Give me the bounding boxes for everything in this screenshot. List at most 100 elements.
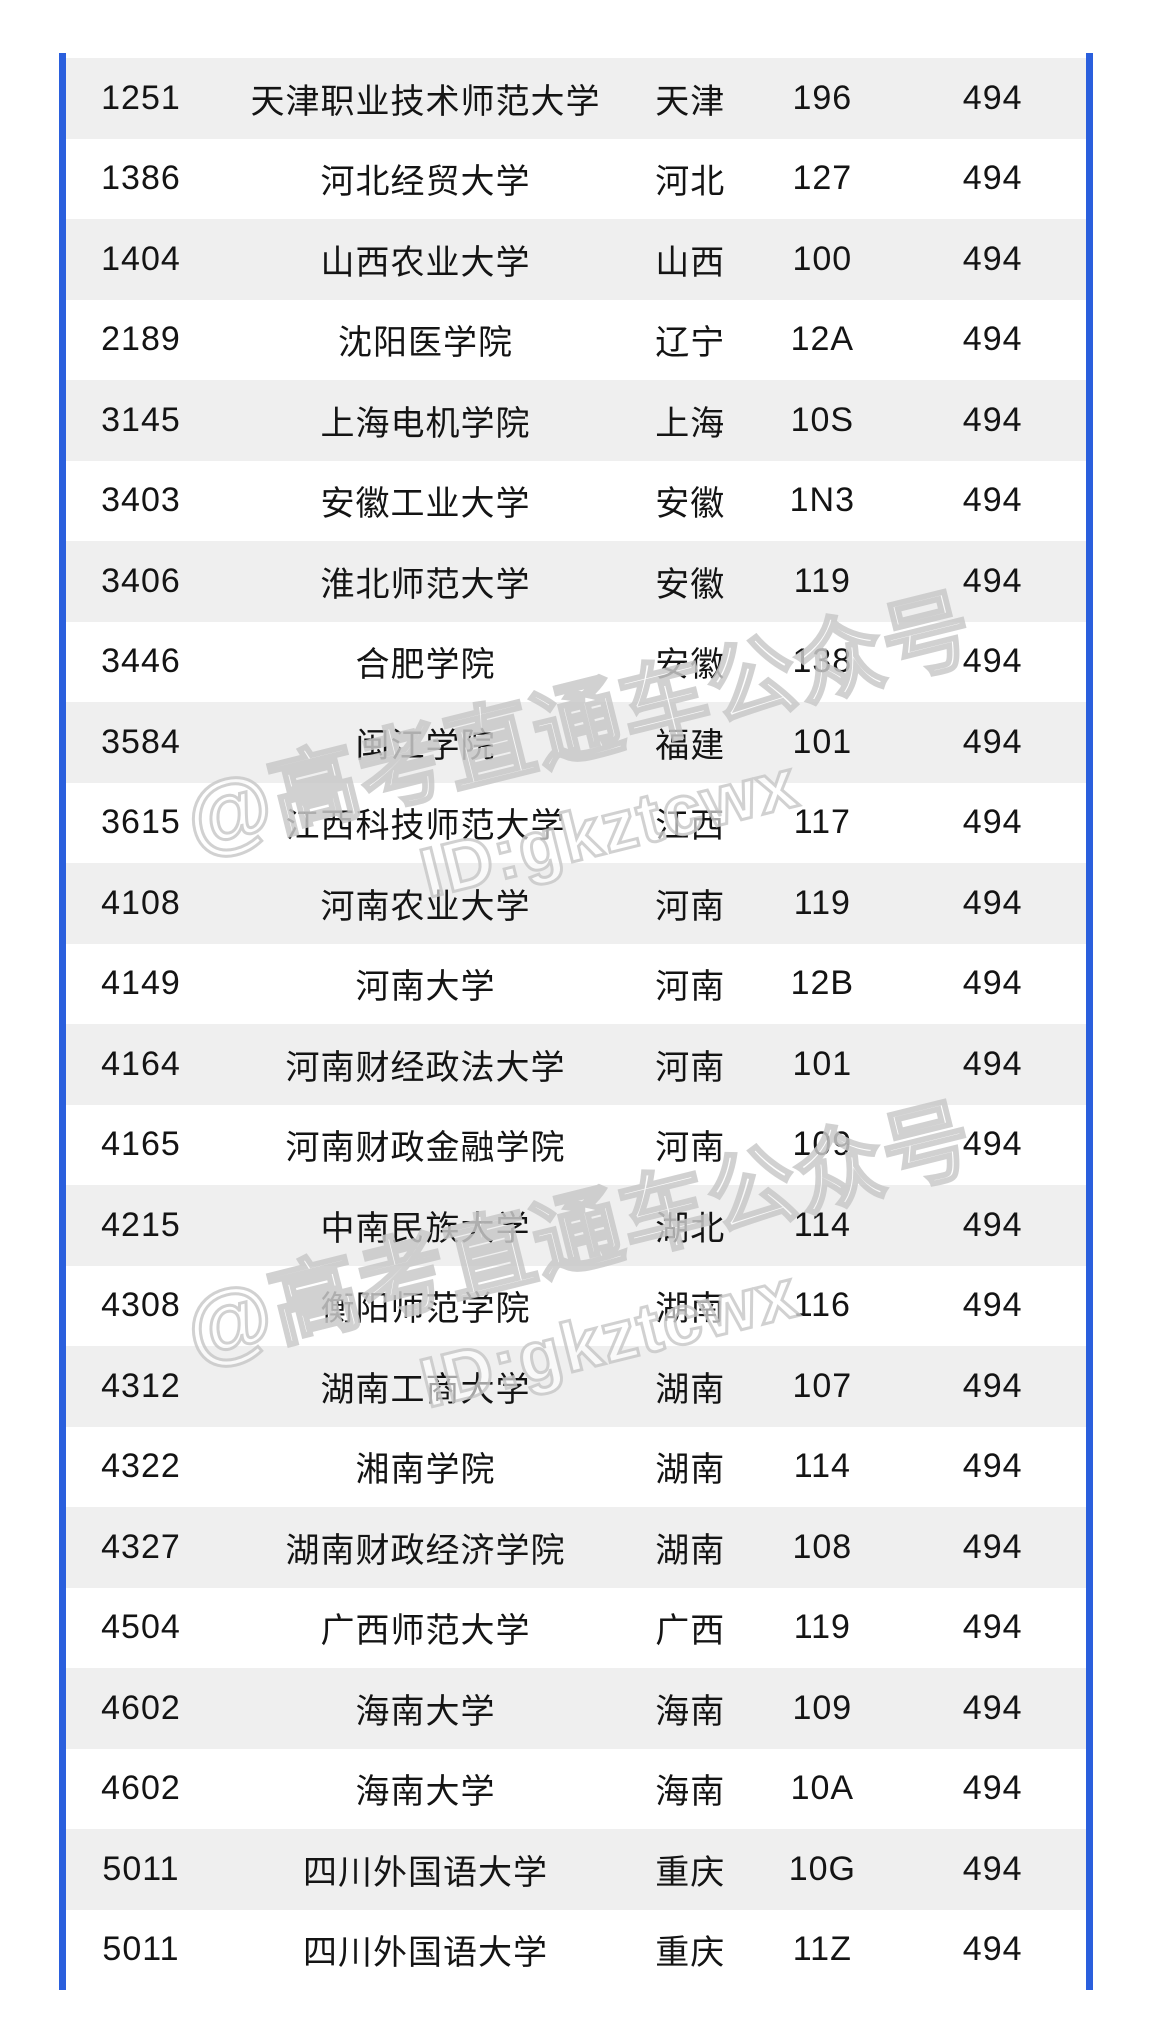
table-row: 4602 海南大学 海南 10A 494: [66, 1748, 1086, 1829]
table-row: 3403 安徽工业大学 安徽 1N3 494: [66, 460, 1086, 541]
cell-score: 494: [962, 561, 1023, 600]
cell-province: 安徽: [655, 485, 726, 524]
cell-province: 福建: [655, 726, 726, 765]
cell-school-name: 广西师范大学: [320, 1612, 531, 1651]
cell-province: 安徽: [655, 565, 726, 604]
cell-school-name: 湘南学院: [355, 1451, 496, 1490]
cell-province: 辽宁: [655, 324, 726, 363]
cell-major-group-code: 11Z: [792, 1930, 852, 1969]
cell-school-name: 合肥学院: [355, 646, 496, 685]
cell-school-code: 2189: [101, 320, 181, 359]
cell-school-code: 3446: [101, 642, 181, 681]
table-row: 3615 江西科技师范大学 江西 117 494: [66, 782, 1086, 863]
cell-score: 494: [962, 481, 1023, 520]
cell-province: 江西: [655, 807, 726, 846]
cell-major-group-code: 119: [793, 883, 851, 922]
table-row: 3584 闽江学院 福建 101 494: [66, 702, 1086, 783]
table-row: 1251 天津职业技术师范大学 天津 196 494: [66, 58, 1086, 139]
table-row: 1404 山西农业大学 山西 100 494: [66, 219, 1086, 300]
cell-score: 494: [962, 1608, 1023, 1647]
cell-score: 494: [962, 1125, 1023, 1164]
cell-province: 河北: [655, 163, 726, 202]
cell-school-name: 四川外国语大学: [303, 1934, 549, 1973]
table-row: 3406 淮北师范大学 安徽 119 494: [66, 541, 1086, 622]
cell-score: 494: [962, 1688, 1023, 1727]
cell-school-code: 1386: [101, 159, 181, 198]
cell-school-name: 湖南工商大学: [320, 1370, 531, 1409]
cell-major-group-code: 1N3: [789, 481, 855, 520]
cell-score: 494: [962, 1769, 1023, 1808]
cell-school-code: 4215: [101, 1205, 181, 1244]
cell-school-name: 海南大学: [355, 1773, 496, 1812]
cell-major-group-code: 101: [792, 722, 853, 761]
cell-major-group-code: 114: [793, 1447, 851, 1486]
cell-school-code: 5011: [102, 1849, 180, 1888]
cell-school-code: 4504: [101, 1608, 181, 1647]
cell-school-name: 河北经贸大学: [320, 163, 531, 202]
table-body: 1251 天津职业技术师范大学 天津 196 494 1386 河北经贸大学 河…: [66, 58, 1086, 1990]
table-row: 4165 河南财政金融学院 河南 109 494: [66, 1104, 1086, 1185]
cell-province: 海南: [655, 1773, 726, 1812]
cell-province: 重庆: [655, 1853, 726, 1892]
table-row: 5011 四川外国语大学 重庆 11Z 494: [66, 1909, 1086, 1990]
cell-school-name: 沈阳医学院: [338, 324, 514, 363]
cell-school-code: 4322: [101, 1447, 181, 1486]
cell-major-group-code: 12A: [790, 320, 855, 359]
cell-major-group-code: 138: [792, 642, 853, 681]
table-row: 4312 湖南工商大学 湖南 107 494: [66, 1346, 1086, 1427]
table-row: 4149 河南大学 河南 12B 494: [66, 943, 1086, 1024]
cell-province: 湖南: [655, 1531, 726, 1570]
cell-province: 河南: [655, 887, 726, 926]
cell-score: 494: [962, 400, 1023, 439]
cell-school-code: 3406: [101, 561, 181, 600]
cell-score: 494: [962, 964, 1023, 1003]
cell-school-code: 4327: [101, 1527, 181, 1566]
cell-school-name: 山西农业大学: [320, 243, 531, 282]
cell-score: 494: [962, 239, 1023, 278]
cell-province: 广西: [655, 1612, 726, 1651]
cell-province: 湖南: [655, 1370, 726, 1409]
cell-score: 494: [962, 1205, 1023, 1244]
cell-school-name: 河南大学: [355, 968, 496, 1007]
cell-school-code: 4164: [101, 1044, 181, 1083]
cell-score: 494: [962, 159, 1023, 198]
cell-school-code: 4308: [101, 1286, 181, 1325]
cell-school-name: 闽江学院: [355, 726, 496, 765]
cell-major-group-code: 119: [793, 561, 851, 600]
cell-major-group-code: 109: [792, 1125, 853, 1164]
table-row: 4108 河南农业大学 河南 119 494: [66, 863, 1086, 944]
cell-school-name: 安徽工业大学: [320, 485, 531, 524]
cell-province: 山西: [655, 243, 726, 282]
cell-province: 海南: [655, 1692, 726, 1731]
cell-score: 494: [962, 722, 1023, 761]
cell-province: 湖南: [655, 1451, 726, 1490]
cell-score: 494: [962, 642, 1023, 681]
cell-school-code: 4108: [101, 883, 181, 922]
cell-school-code: 3615: [101, 803, 181, 842]
table-row: 4602 海南大学 海南 109 494: [66, 1668, 1086, 1749]
cell-province: 湖南: [655, 1290, 726, 1329]
cell-major-group-code: 10A: [790, 1769, 855, 1808]
cell-major-group-code: 117: [793, 803, 851, 842]
cell-province: 上海: [655, 404, 726, 443]
cell-school-code: 4149: [101, 964, 181, 1003]
cell-score: 494: [962, 1930, 1023, 1969]
cell-province: 湖北: [655, 1209, 726, 1248]
cell-school-name: 海南大学: [355, 1692, 496, 1731]
table-row: 3446 合肥学院 安徽 138 494: [66, 621, 1086, 702]
cell-province: 河南: [655, 1129, 726, 1168]
table-row: 4215 中南民族大学 湖北 114 494: [66, 1185, 1086, 1266]
cell-school-code: 4602: [101, 1769, 181, 1808]
cell-major-group-code: 114: [793, 1205, 851, 1244]
table-row: 4308 衡阳师范学院 湖南 116 494: [66, 1265, 1086, 1346]
cell-school-name: 淮北师范大学: [320, 565, 531, 604]
table-row: 3145 上海电机学院 上海 10S 494: [66, 380, 1086, 461]
table-row: 2189 沈阳医学院 辽宁 12A 494: [66, 299, 1086, 380]
table-row: 4327 湖南财政经济学院 湖南 108 494: [66, 1507, 1086, 1588]
cell-province: 天津: [655, 82, 726, 121]
cell-score: 494: [962, 1044, 1023, 1083]
cell-school-code: 4602: [101, 1688, 181, 1727]
cell-province: 重庆: [655, 1934, 726, 1973]
cell-major-group-code: 100: [792, 239, 853, 278]
